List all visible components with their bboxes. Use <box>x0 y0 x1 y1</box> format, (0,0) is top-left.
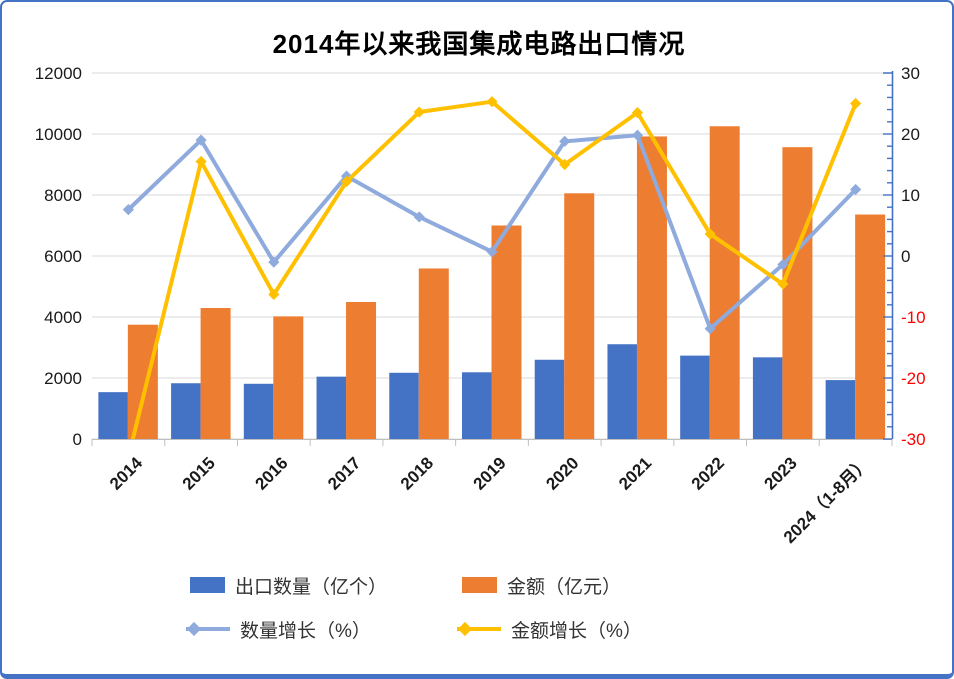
marker-quantity_growth-2021 <box>631 129 644 141</box>
left-axis-label: 10000 <box>35 125 82 144</box>
series-export_quantity <box>98 344 856 439</box>
x-axis-label: 2021 <box>615 453 655 493</box>
marker-value_growth-2018 <box>413 106 425 118</box>
x-axis-labels: 2014 2015 2016 2017 2018 2019 2020 2021 2022 2023… <box>106 453 873 547</box>
x-axis-label: 2014 <box>106 453 147 494</box>
series-value_growth <box>130 96 862 439</box>
marker-value_growth-2022 <box>704 228 716 240</box>
bar-export_value-2022 <box>709 126 740 440</box>
right-axis-label: 30 <box>901 64 920 83</box>
bar-export_quantity-2024（1-8月） <box>825 380 856 439</box>
right-axis-label: -20 <box>901 369 926 388</box>
x-axis <box>91 439 893 446</box>
right-axis-label: 0 <box>901 247 910 266</box>
marker-value_growth-2024（1-8月） <box>850 97 862 110</box>
x-axis-label: 2019 <box>470 453 510 493</box>
right-axis: -30 -20 -10 0 10 20 30 <box>883 64 926 449</box>
bar-export_quantity-2019 <box>462 372 492 439</box>
marker-value_growth-2017 <box>340 175 353 188</box>
legend-label-value-growth: 金额增长（%） <box>511 620 642 642</box>
marker-quantity_growth-2019 <box>486 246 498 258</box>
bar-export_quantity-2022 <box>680 355 710 439</box>
x-axis-label: 2017 <box>324 453 364 493</box>
bar-export_value-2021 <box>636 136 667 439</box>
bar-export_value-2024（1-8月） <box>855 214 886 439</box>
marker-value_growth-2015 <box>195 155 207 168</box>
bar-export_value-2015 <box>200 308 231 439</box>
legend-label-export-value: 金额（亿元） <box>507 576 622 598</box>
bar-export_quantity-2016 <box>243 383 274 439</box>
marker-value_growth-2023 <box>777 278 789 290</box>
x-axis-label: 2016 <box>251 453 291 493</box>
right-axis-label: -10 <box>901 308 926 327</box>
right-axis-label: 20 <box>901 125 920 144</box>
bar-export_value-2023 <box>782 147 813 439</box>
legend-label-export-quantity: 出口数量（亿个） <box>235 576 388 598</box>
marker-value_growth-2019 <box>486 96 498 108</box>
bar-export_quantity-2020 <box>534 359 565 439</box>
left-axis-label: 2000 <box>44 369 82 388</box>
x-axis-label: 2022 <box>688 453 728 493</box>
x-axis-label: 2023 <box>761 453 801 493</box>
marker-value_growth-2016 <box>268 288 280 301</box>
marker-quantity_growth-2018 <box>413 211 425 223</box>
left-axis-label: 4000 <box>44 308 82 327</box>
marker-quantity_growth-2014 <box>122 204 134 216</box>
legend-item-quantity-growth[interactable]: 数量增长（%） <box>186 616 371 642</box>
right-axis-label: -30 <box>901 430 926 449</box>
bar-export_value-2017 <box>346 301 377 439</box>
marker-quantity_growth-2015 <box>195 134 207 146</box>
legend-swatch-quantity-growth-icon <box>186 621 230 637</box>
bar-export_value-2014 <box>127 324 158 439</box>
bar-export_value-2018 <box>418 268 449 439</box>
x-axis-label: 2018 <box>397 453 437 493</box>
series-quantity_growth <box>122 129 862 335</box>
bar-export_value-2019 <box>491 225 522 439</box>
left-axis-label: 12000 <box>35 64 82 83</box>
marker-quantity_growth-2024（1-8月） <box>850 183 862 196</box>
bar-export_value-2016 <box>273 316 304 439</box>
bar-export_quantity-2021 <box>607 344 637 439</box>
bar-export_value-2020 <box>564 193 595 439</box>
x-axis-label: 2020 <box>542 453 582 493</box>
bar-export_quantity-2017 <box>316 376 347 439</box>
marker-quantity_growth-2016 <box>268 256 280 268</box>
legend-item-value-growth[interactable]: 金额增长（%） <box>457 616 642 642</box>
marker-value_growth-2021 <box>631 107 644 119</box>
x-axis-label: 2015 <box>179 453 219 493</box>
left-axis-label: 6000 <box>44 247 82 266</box>
legend-label-quantity-growth: 数量增长（%） <box>240 620 371 642</box>
bar-export_quantity-2018 <box>389 372 419 439</box>
marker-value_growth-2020 <box>559 158 571 171</box>
bar-export_quantity-2023 <box>752 357 783 439</box>
legend-swatch-export-quantity-icon <box>190 577 225 593</box>
bar-export_quantity-2015 <box>171 383 201 439</box>
left-axis: 0 2000 4000 6000 8000 10000 12000 <box>35 64 82 449</box>
right-axis-label: 10 <box>901 186 920 205</box>
left-axis-label: 0 <box>73 430 82 449</box>
legend-item-export-quantity[interactable]: 出口数量（亿个） <box>190 572 387 598</box>
bar-export_quantity-2014 <box>98 392 128 439</box>
left-axis-label: 8000 <box>44 186 82 205</box>
series-export_value <box>127 126 886 440</box>
legend-item-export-value[interactable]: 金额（亿元） <box>462 572 621 598</box>
chart-title: 2014年以来我国集成电路出口情况 <box>272 29 686 59</box>
legend-swatch-value-growth-icon <box>457 621 501 637</box>
marker-quantity_growth-2022 <box>704 322 716 335</box>
marker-quantity_growth-2023 <box>777 258 789 271</box>
legend-swatch-export-value-icon <box>462 577 497 593</box>
marker-quantity_growth-2020 <box>559 135 571 147</box>
